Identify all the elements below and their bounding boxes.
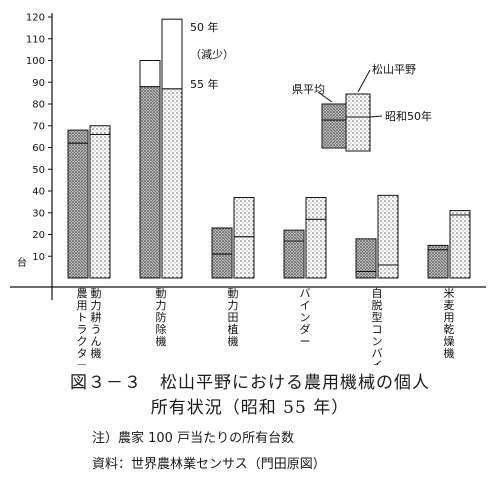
annotation-50: 50 年 <box>190 20 219 34</box>
axes: 10 20 30 40 50 60 70 80 90 100 110 120 台 <box>10 13 486 300</box>
category-label-glyph: 力 <box>228 299 239 312</box>
category-label-glyph: ん <box>91 335 102 348</box>
category-label-glyph: ラ <box>77 323 88 336</box>
bar-matsuyama-lower <box>449 214 471 279</box>
category-label-glyph: 自 <box>372 287 383 300</box>
legend-left-lower <box>321 119 347 149</box>
category-label-glyph: 機 <box>228 334 239 348</box>
category-label-glyph: 用 <box>444 311 455 324</box>
category-label-glyph: 耕 <box>91 310 102 324</box>
legend-right-lower <box>345 116 371 152</box>
y-tick-label: 40 <box>32 187 45 198</box>
annotation-55: 55 年 <box>190 77 219 91</box>
category-label-glyph: バ <box>372 347 383 360</box>
bar-prefecture-lower <box>355 270 377 279</box>
y-axis-label: 台 <box>17 256 27 269</box>
bar-prefecture-lower <box>427 249 449 279</box>
category-label-glyph: 動 <box>91 286 102 300</box>
bar-prefecture-upper <box>67 129 89 144</box>
category-label-glyph: ダ <box>300 322 311 336</box>
category-label-glyph: 型 <box>372 310 383 324</box>
y-tick-label: 10 <box>32 252 45 263</box>
category-label-glyph: 動 <box>228 286 239 300</box>
category-label-glyph: ン <box>372 335 383 348</box>
figure-subtitle: 所有状況（昭和 55 年） <box>150 398 350 418</box>
category-label-glyph: 脱 <box>372 298 383 312</box>
category-label-glyph: ト <box>77 311 88 324</box>
bar-matsuyama-upper <box>377 194 399 266</box>
bar-matsuyama-lower <box>377 264 399 279</box>
bar-matsuyama-lower <box>305 218 327 279</box>
category-label-glyph: 除 <box>156 322 167 336</box>
category-label-glyph: 麦 <box>444 299 455 312</box>
bar-matsuyama-upper <box>89 125 111 135</box>
annotation-decrease: （減少） <box>190 47 234 61</box>
category-label-glyph: 植 <box>228 322 239 336</box>
y-tick-label: 90 <box>32 78 45 89</box>
category-label-glyph: タ <box>77 347 88 360</box>
y-tick-label: 110 <box>26 34 45 45</box>
bar-prefecture-upper <box>427 244 449 251</box>
y-tick-label: 60 <box>32 143 45 154</box>
bar-prefecture-lower <box>211 253 233 279</box>
bar-prefecture-upper <box>211 227 233 255</box>
bar-matsuyama-upper <box>305 197 327 220</box>
figure-source: 資料：世界農林業センサス（門田原図） <box>92 457 326 472</box>
y-tick-label: 50 <box>32 165 45 176</box>
y-tick-label: 80 <box>32 100 45 111</box>
category-label-glyph: 動 <box>156 286 167 300</box>
category-label-glyph: 米 <box>444 287 455 300</box>
category-label-glyph: 用 <box>77 299 88 312</box>
legend-right-upper <box>345 93 371 118</box>
category-labels: 動力耕うん機農用トラクター動力防除機動力田植機バインダー自脱型コンバイン米麦用乾… <box>77 286 455 365</box>
y-tick-label: 100 <box>26 56 45 67</box>
category-label-glyph: ー <box>77 359 88 365</box>
bar-prefecture-lower <box>283 240 305 279</box>
legend-left-upper <box>321 103 347 121</box>
category-label-glyph: コ <box>372 323 383 336</box>
category-label-glyph: う <box>91 323 102 336</box>
figure-title: 図３－３ 松山平野における農用機械の個人 <box>70 373 430 393</box>
bar-matsuyama-lower <box>233 236 255 279</box>
y-tick-label: 30 <box>32 208 45 219</box>
category-label-glyph: ー <box>300 335 311 348</box>
y-tick-label: 20 <box>32 230 45 241</box>
bar-prefecture-lower <box>67 142 89 279</box>
y-tick-label: 120 <box>26 13 45 24</box>
bars <box>67 18 471 279</box>
legend-label-prefecture: 県平均 <box>292 83 325 96</box>
category-label-glyph: 力 <box>156 299 167 312</box>
legend: 県平均 松山平野 昭和50年 <box>292 62 432 152</box>
bar-prefecture-upper <box>283 229 305 242</box>
category-label-glyph: 防 <box>156 310 167 324</box>
category-label-glyph: イ <box>372 359 383 365</box>
category-label-glyph: 田 <box>228 311 239 324</box>
bar-prefecture-upper <box>355 238 377 272</box>
legend-label-matsuyama: 松山平野 <box>372 62 416 76</box>
category-label-glyph: 農 <box>77 286 88 300</box>
bar-matsuyama-lower <box>89 133 111 279</box>
category-label-glyph: バ <box>300 287 311 300</box>
bar-matsuyama-upper <box>449 210 471 216</box>
category-label-glyph: 力 <box>91 299 102 312</box>
category-label-glyph: 機 <box>91 346 102 360</box>
category-label-glyph: 乾 <box>444 323 455 336</box>
bar-matsuyama-upper <box>161 18 183 90</box>
y-tick-label: 70 <box>32 121 45 132</box>
bar-prefecture-upper <box>139 60 161 88</box>
category-label-glyph: ク <box>77 335 88 348</box>
bar-matsuyama-upper <box>233 197 255 238</box>
bar-prefecture-lower <box>139 86 161 279</box>
bar-matsuyama-lower <box>161 88 183 279</box>
figure-note: 注）農家 100 戸当たりの所有台数 <box>92 431 295 446</box>
category-label-glyph: 機 <box>444 346 455 360</box>
category-label-glyph: 機 <box>156 334 167 348</box>
category-label-glyph: ン <box>300 311 311 324</box>
category-label-glyph: 燥 <box>444 335 455 348</box>
legend-label-showa50: 昭和50年 <box>385 109 432 123</box>
category-label-glyph: イ <box>300 299 311 312</box>
